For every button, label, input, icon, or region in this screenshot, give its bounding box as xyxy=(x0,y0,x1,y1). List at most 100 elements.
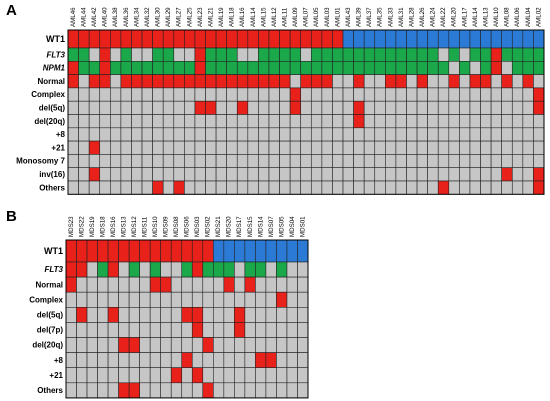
panel-a-cell-npm1 xyxy=(289,60,302,75)
panel-a-cell-del5q xyxy=(395,100,407,115)
panel-b-cell-others xyxy=(139,382,151,399)
panel-b-cell-21 xyxy=(223,367,235,384)
panel-a-cell-del20q xyxy=(184,114,196,129)
panel-a-cell-21 xyxy=(406,140,418,155)
panel-b-cell-wt1 xyxy=(107,239,119,263)
panel-a-cell-normal xyxy=(289,74,302,89)
panel-a-cell-8 xyxy=(385,127,397,142)
panel-b-cell-8 xyxy=(202,352,214,369)
panel-b-cell-flt3 xyxy=(297,261,309,278)
panel-a-cell-others xyxy=(469,180,481,195)
panel-b-cell-del20q xyxy=(76,337,88,353)
panel-a-cell-flt3 xyxy=(205,47,217,62)
panel-b-cell-complex xyxy=(276,291,288,308)
panel-a-cell-21 xyxy=(332,140,344,155)
panel-a-cell-npm1 xyxy=(173,60,185,75)
panel-b-cell-flt3 xyxy=(128,261,140,278)
panel-a-cell-normal xyxy=(490,74,502,89)
panel-a-cell-others xyxy=(268,180,280,195)
panel-a-cell-monosomy7 xyxy=(194,154,206,168)
panel-b-cell-flt3 xyxy=(76,261,88,278)
panel-a-sample-label: AML28 xyxy=(408,7,415,27)
panel-a-cell-wt1 xyxy=(427,29,439,49)
panel-b-cell-del5q xyxy=(149,306,161,323)
panel-a-cell-del5q xyxy=(131,100,143,115)
panel-a-cell-wt1 xyxy=(141,29,153,49)
panel-a-cell-flt3 xyxy=(522,47,534,62)
panel-a-cell-inv16 xyxy=(152,167,164,182)
panel-b-cell-del7p xyxy=(223,322,235,338)
panel-a-cell-flt3 xyxy=(152,47,164,62)
panel-b-cell-flt3 xyxy=(65,261,77,278)
panel-a-cell-inv16 xyxy=(480,167,492,182)
panel-b-sample-label: MDS09 xyxy=(163,216,170,237)
panel-a-cell-8 xyxy=(152,127,164,142)
panel-a-cell-inv16 xyxy=(141,167,153,182)
panel-a-cell-npm1 xyxy=(120,60,132,75)
panel-a-cell-npm1 xyxy=(427,60,439,75)
panel-a-cell-8 xyxy=(120,127,132,142)
panel-b-cell-del5q xyxy=(255,306,267,323)
panel-a-cell-inv16 xyxy=(279,167,291,182)
panel-a-cell-normal xyxy=(173,74,185,89)
panel-a-cell-complex xyxy=(522,87,534,102)
panel-a-cell-wt1 xyxy=(78,29,90,49)
panel-b-cell-21 xyxy=(65,367,77,384)
panel-a-cell-complex xyxy=(353,87,365,102)
panel-a-cell-21 xyxy=(342,140,354,155)
panel-a-cell-del20q xyxy=(78,114,90,129)
panel-a-cell-wt1 xyxy=(152,29,164,49)
panel-a-cell-complex xyxy=(416,87,428,102)
panel-a-cell-inv16 xyxy=(131,167,143,182)
panel-b-cell-complex xyxy=(76,291,88,308)
panel-b-cell-complex xyxy=(286,291,298,308)
panel-a-cell-21 xyxy=(88,140,101,155)
panel-b-cell-del7p xyxy=(76,322,88,338)
panel-b-cell-del7p xyxy=(213,322,225,338)
panel-a-cell-others xyxy=(310,180,323,195)
panel-a-cell-21 xyxy=(205,140,217,155)
panel-a-row-label: FLT3 xyxy=(46,50,65,59)
panel-a-cell-normal xyxy=(406,74,418,89)
panel-b-cell-8 xyxy=(286,352,298,369)
panel-b-cell-del7p xyxy=(286,322,298,338)
panel-a-cell-del20q xyxy=(374,114,386,129)
panel-a-cell-del5q xyxy=(310,100,323,115)
panel-a-cell-wt1 xyxy=(173,29,185,49)
panel-a-cell-flt3 xyxy=(480,47,492,62)
panel-b-cell-complex xyxy=(65,291,77,308)
panel-a-sample-label: AML01 xyxy=(334,7,341,27)
panel-a-cell-flt3 xyxy=(131,47,143,62)
panel-a-cell-normal xyxy=(215,74,227,89)
panel-b-cell-del20q xyxy=(276,337,288,353)
panel-a-cell-npm1 xyxy=(374,60,386,75)
panel-a-cell-del20q xyxy=(300,114,312,129)
panel-a-cell-wt1 xyxy=(67,29,79,49)
panel-a-cell-del20q xyxy=(363,114,376,129)
panel-a-cell-monosomy7 xyxy=(205,154,217,168)
panel-a-cell-8 xyxy=(427,127,439,142)
panel-a-cell-8 xyxy=(247,127,259,142)
panel-b-cell-21 xyxy=(213,367,225,384)
panel-b-cell-del20q xyxy=(65,337,77,353)
panel-a-cell-npm1 xyxy=(469,60,481,75)
panel-a-cell-inv16 xyxy=(437,167,450,182)
panel-a-cell-21 xyxy=(279,140,291,155)
panel-a-sample-label: AML12 xyxy=(271,7,278,27)
panel-a-sample-label: AML24 xyxy=(430,7,437,27)
panel-a-cell-wt1 xyxy=(110,29,122,49)
panel-a-cell-inv16 xyxy=(522,167,534,182)
panel-a-cell-8 xyxy=(469,127,481,142)
panel-a-cell-complex xyxy=(459,87,471,102)
panel-a-cell-npm1 xyxy=(416,60,428,75)
panel-a-cell-flt3 xyxy=(437,47,450,62)
panel-b-sample-label: MDS15 xyxy=(247,216,254,237)
panel-a-cell-inv16 xyxy=(395,167,407,182)
panel-a-cell-del20q xyxy=(490,114,502,129)
panel-a-cell-8 xyxy=(289,127,302,142)
panel-a-cell-complex xyxy=(141,87,153,102)
panel-a-cell-npm1 xyxy=(236,60,249,75)
panel-b-cell-flt3 xyxy=(286,261,298,278)
panel-a-cell-21 xyxy=(247,140,259,155)
panel-b-sample-label: MDS16 xyxy=(110,216,117,237)
